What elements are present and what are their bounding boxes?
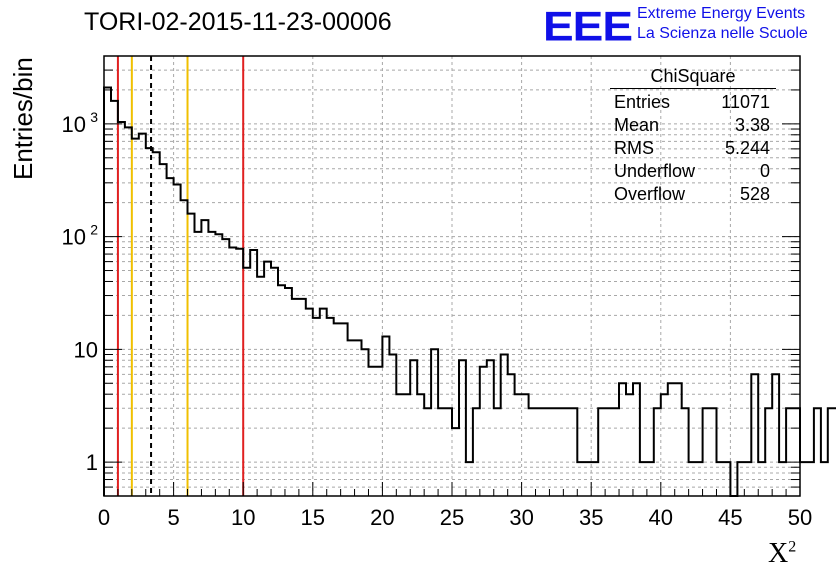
stats-label: RMS: [614, 138, 654, 158]
logo-text: Extreme Energy Events La Scienza nelle S…: [637, 4, 808, 44]
stats-value: 5.244: [724, 138, 770, 158]
x-tick-label: 45: [718, 505, 742, 530]
stats-row: Underflow 0: [614, 160, 774, 183]
stats-row: Entries 11071: [614, 91, 774, 114]
stats-label: Underflow: [614, 161, 696, 181]
eee-logo: EEE: [543, 2, 633, 50]
x-tick-label: 35: [579, 505, 603, 530]
x-tick-label: 30: [509, 505, 533, 530]
y-tick-exponent: 2: [90, 222, 98, 238]
logo-line-1: Extreme Energy Events: [637, 5, 806, 22]
stats-value: 11071: [721, 92, 770, 112]
y-tick-label: 10: [62, 112, 86, 137]
x-axis-label-base: X: [768, 538, 789, 569]
x-tick-labels: 0 5 10 15 20 25 30 35 40 45 50: [98, 505, 812, 530]
x-tick-label: 0: [98, 505, 110, 530]
stats-row: Overflow 528: [614, 183, 774, 206]
stats-value: 3.38: [734, 115, 770, 135]
logo-line-2: La Scienza nelle Scuole: [637, 25, 808, 42]
y-tick-label: 10: [74, 337, 98, 362]
x-tick-label: 25: [440, 505, 464, 530]
stats-row: RMS 5.244: [614, 137, 774, 160]
y-tick-exponent: 3: [90, 109, 98, 125]
y-tick-label: 10: [62, 225, 86, 250]
x-tick-label: 40: [649, 505, 673, 530]
chart-title: TORI-02-2015-11-23-00006: [84, 8, 392, 36]
x-axis-label: X2: [768, 538, 796, 570]
x-tick-label: 5: [167, 505, 179, 530]
stats-box: ChiSquare Entries 11071 Mean 3.38 RMS 5.244…: [610, 66, 776, 206]
threshold-lines: [116, 56, 245, 496]
stats-value: 0: [759, 161, 770, 181]
x-tick-label: 50: [788, 505, 812, 530]
axis-ticks: [103, 55, 801, 497]
x-tick-label: 15: [301, 505, 325, 530]
stats-label: Entries: [614, 92, 671, 112]
stats-value: 528: [739, 184, 770, 204]
stats-label: Mean: [614, 115, 660, 135]
stats-row: Mean 3.38: [614, 114, 774, 137]
y-tick-label: 1: [86, 450, 98, 475]
stats-label: Overflow: [614, 184, 686, 204]
stats-title: ChiSquare: [610, 66, 776, 89]
x-axis-label-sup: 2: [788, 538, 797, 556]
x-tick-label: 20: [370, 505, 394, 530]
x-tick-label: 10: [231, 505, 255, 530]
